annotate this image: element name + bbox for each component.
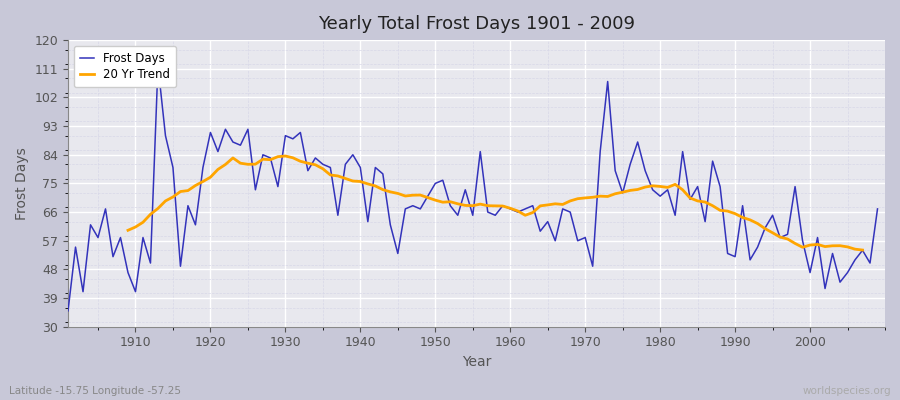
Text: worldspecies.org: worldspecies.org: [803, 386, 891, 396]
Frost Days: [512, 210, 523, 214]
20 Yr Trend: [707, 203, 718, 208]
Title: Yearly Total Frost Days 1901 - 2009: Yearly Total Frost Days 1901 - 2009: [318, 15, 635, 33]
Legend: Frost Days, 20 Yr Trend: Frost Days, 20 Yr Trend: [74, 46, 176, 87]
Frost Days: [602, 79, 613, 84]
20 Yr Trend: [355, 179, 365, 184]
20 Yr Trend: [498, 204, 508, 208]
Text: Latitude -15.75 Longitude -57.25: Latitude -15.75 Longitude -57.25: [9, 386, 181, 396]
Frost Days: [505, 206, 516, 211]
20 Yr Trend: [520, 213, 531, 218]
20 Yr Trend: [122, 228, 133, 233]
20 Yr Trend: [280, 154, 291, 158]
Frost Days: [872, 206, 883, 211]
Frost Days: [122, 270, 133, 275]
Line: 20 Yr Trend: 20 Yr Trend: [128, 156, 862, 250]
Frost Days: [63, 308, 74, 313]
Y-axis label: Frost Days: Frost Days: [15, 147, 29, 220]
20 Yr Trend: [857, 248, 868, 252]
20 Yr Trend: [302, 161, 313, 166]
20 Yr Trend: [325, 172, 336, 177]
Frost Days: [153, 63, 164, 68]
Frost Days: [340, 162, 351, 167]
X-axis label: Year: Year: [462, 355, 491, 369]
Frost Days: [295, 130, 306, 135]
Line: Frost Days: Frost Days: [68, 66, 878, 311]
